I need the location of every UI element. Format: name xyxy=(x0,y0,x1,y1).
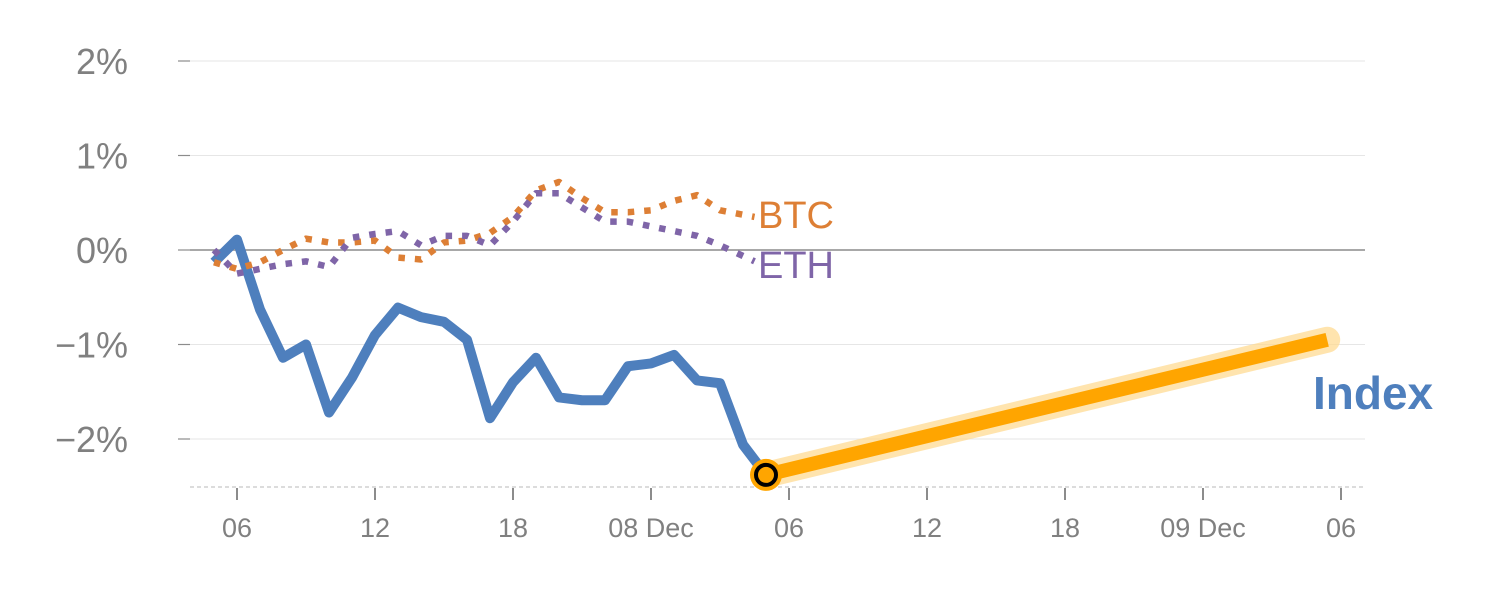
x-tick-label: 06 xyxy=(774,513,804,543)
eth-label: ETH xyxy=(758,245,834,287)
x-tick-label: 18 xyxy=(498,513,528,543)
x-tick-label: 06 xyxy=(1326,513,1356,543)
index-label: Index xyxy=(1313,367,1434,419)
endpoint-marker xyxy=(754,462,778,487)
btc-label: BTC xyxy=(758,195,834,237)
index-forecast-line xyxy=(764,332,1329,482)
y-tick-label: 1% xyxy=(76,136,128,177)
x-tick-label: 09 Dec xyxy=(1160,513,1246,543)
x-axis: 06 12 18 08 Dec 06 12 18 09 Dec 06 xyxy=(190,486,1365,543)
x-tick-label: 08 Dec xyxy=(608,513,694,543)
index-line xyxy=(210,234,770,478)
series-lines xyxy=(210,178,1341,491)
y-tick-label: −2% xyxy=(55,419,128,460)
y-tick-label: −1% xyxy=(55,325,128,366)
x-tick-label: 06 xyxy=(222,513,252,543)
y-tick-label: 0% xyxy=(76,230,128,271)
x-tick-label: 12 xyxy=(912,513,942,543)
series-labels: BTC ETH Index xyxy=(758,195,1434,419)
y-axis: 2% 1% 0% −1% −2% xyxy=(55,41,190,460)
x-tick-label: 12 xyxy=(360,513,390,543)
x-tick-label: 18 xyxy=(1050,513,1080,543)
y-tick-label: 2% xyxy=(76,41,128,82)
btc-line xyxy=(213,178,756,273)
eth-line xyxy=(211,190,756,277)
